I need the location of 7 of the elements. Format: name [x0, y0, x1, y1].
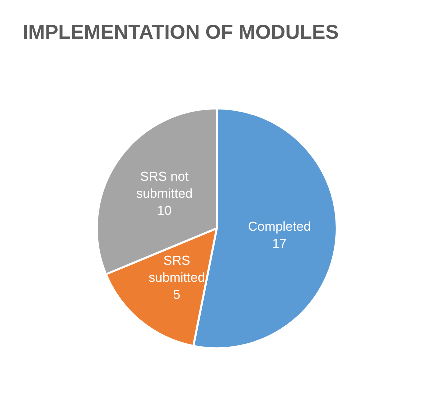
data-label: 17	[272, 236, 287, 251]
slice-label: SRS not submitted	[136, 169, 193, 202]
slice-label: Completed	[248, 218, 312, 234]
data-label: 5	[173, 286, 181, 302]
chart-title: IMPLEMENTATION OF MODULES	[23, 22, 339, 44]
slice-label: SRS submitted	[148, 252, 206, 285]
data-label: 10	[157, 203, 172, 218]
